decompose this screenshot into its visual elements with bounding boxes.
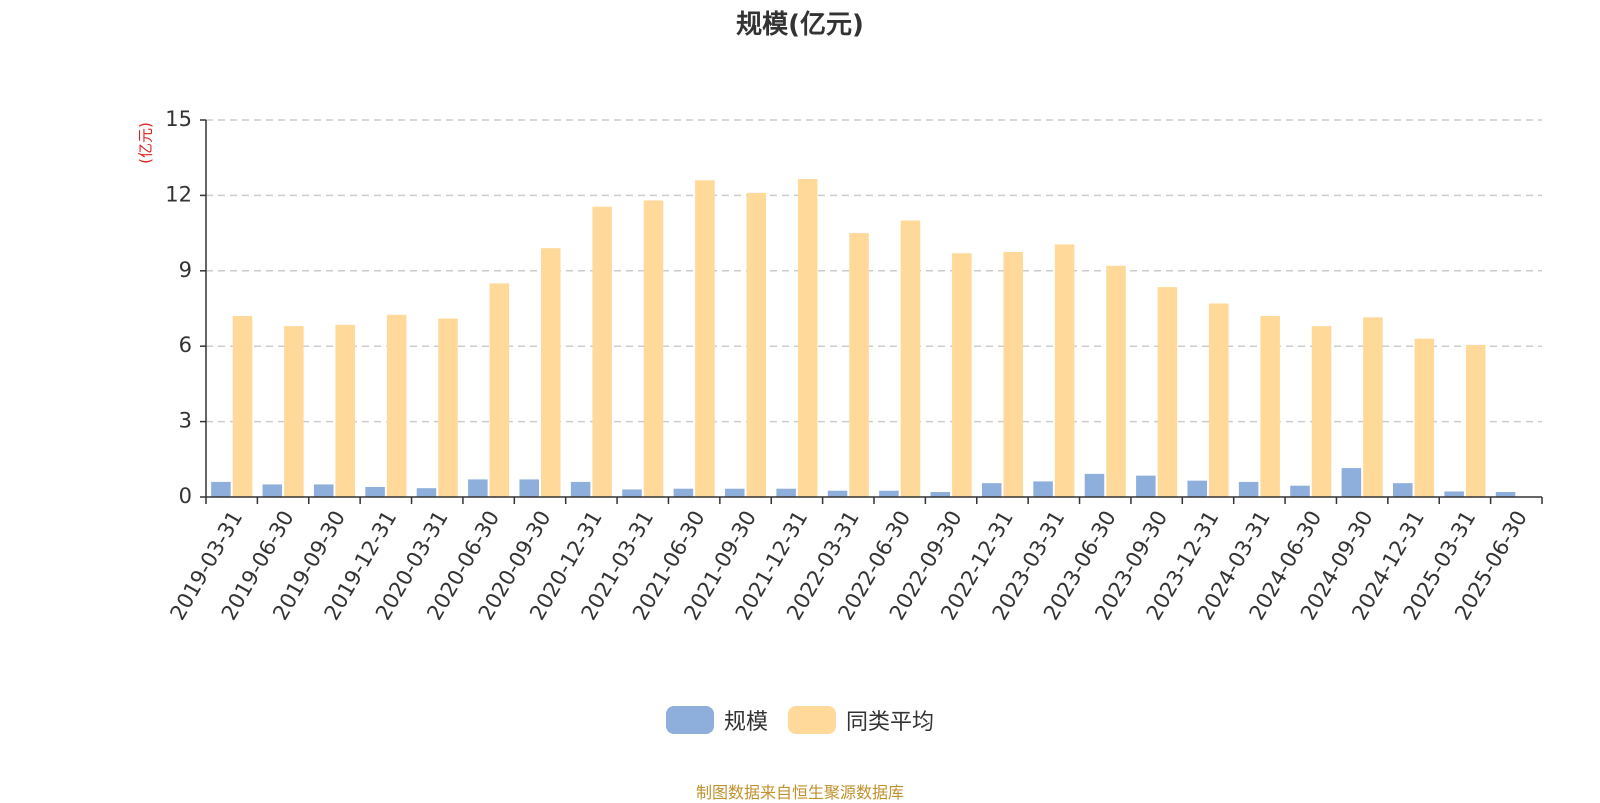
bar-scale[interactable] xyxy=(827,490,848,497)
bar-peer-average[interactable] xyxy=(1157,287,1178,497)
bar-scale[interactable] xyxy=(262,484,283,497)
bar-peer-average[interactable] xyxy=(643,200,664,497)
bar-peer-average[interactable] xyxy=(1106,265,1126,497)
bar-scale[interactable] xyxy=(725,488,745,497)
y-tick-label: 12 xyxy=(165,182,192,206)
axes xyxy=(200,119,1543,504)
bar-peer-average[interactable] xyxy=(232,316,253,497)
bar-scale[interactable] xyxy=(416,488,437,497)
y-tick-label: 3 xyxy=(179,409,192,433)
bar-scale[interactable] xyxy=(211,481,231,497)
bar-peer-average[interactable] xyxy=(1003,251,1023,497)
bar-scale[interactable] xyxy=(1341,468,1362,497)
y-tick-label: 0 xyxy=(179,484,192,508)
bar-peer-average[interactable] xyxy=(592,206,612,497)
y-axis-label: (亿元) xyxy=(137,122,155,164)
y-tick-label: 6 xyxy=(179,333,192,357)
bar-peer-average[interactable] xyxy=(489,283,510,497)
bar-scale[interactable] xyxy=(1084,473,1105,497)
bar-peer-average[interactable] xyxy=(438,318,458,497)
bar-peer-average[interactable] xyxy=(1260,316,1280,497)
bar-peer-average[interactable] xyxy=(386,314,407,497)
bar-scale[interactable] xyxy=(1033,481,1053,497)
bar-scale[interactable] xyxy=(879,490,899,497)
bar-scale[interactable] xyxy=(1187,480,1207,497)
bar-scale[interactable] xyxy=(519,479,539,497)
bar-peer-average[interactable] xyxy=(746,192,767,498)
bar-scale[interactable] xyxy=(622,489,642,497)
y-tick-label: 15 xyxy=(165,107,192,131)
bar-peer-average[interactable] xyxy=(797,179,818,497)
bar-scale[interactable] xyxy=(468,479,488,497)
bar-peer-average[interactable] xyxy=(1414,338,1435,497)
bar-peer-average[interactable] xyxy=(541,248,561,497)
bar-chart: 0 3 6 9 12 15 2019-03-312019-06-302019-09-302… xyxy=(137,107,1543,625)
gridlines xyxy=(206,119,1542,423)
bar-scale[interactable] xyxy=(313,484,334,497)
bar-peer-average[interactable] xyxy=(1311,326,1332,497)
bar-scale[interactable] xyxy=(1290,485,1310,497)
legend-label-scale: 规模 xyxy=(723,710,768,735)
bar-peer-average[interactable] xyxy=(1363,317,1383,497)
bar-scale[interactable] xyxy=(1238,481,1259,497)
bar-peer-average[interactable] xyxy=(1209,303,1229,497)
bar-scale[interactable] xyxy=(1393,483,1413,497)
bar-peer-average[interactable] xyxy=(695,180,715,497)
legend-item-peer-average[interactable]: 同类平均 xyxy=(788,704,934,736)
bar-scale[interactable] xyxy=(776,488,796,497)
bar-peer-average[interactable] xyxy=(1054,244,1075,497)
bar-peer-average[interactable] xyxy=(900,220,921,498)
y-tick-label: 9 xyxy=(179,258,192,282)
bar-peer-average[interactable] xyxy=(335,324,355,497)
legend-swatch-peer-average xyxy=(788,706,836,734)
bar-scale[interactable] xyxy=(1136,475,1156,497)
legend-label-peer-average: 同类平均 xyxy=(846,710,935,735)
source-note: 制图数据来自恒生聚源数据库 xyxy=(695,783,904,802)
chart-title: 规模(亿元) xyxy=(736,10,864,40)
legend: 规模 同类平均 xyxy=(0,704,1600,736)
bars xyxy=(211,179,1516,498)
bar-scale[interactable] xyxy=(1495,491,1516,497)
x-tick-labels: 2019-03-312019-06-302019-09-302019-12-31… xyxy=(165,507,1531,625)
bar-peer-average[interactable] xyxy=(284,326,304,497)
bar-scale[interactable] xyxy=(570,481,591,497)
bar-scale[interactable] xyxy=(930,491,951,497)
bar-scale[interactable] xyxy=(365,486,385,497)
bar-peer-average[interactable] xyxy=(952,253,972,497)
legend-item-scale[interactable]: 规模 xyxy=(665,704,768,736)
legend-swatch-scale xyxy=(665,706,714,734)
bar-peer-average[interactable] xyxy=(849,233,869,497)
bar-peer-average[interactable] xyxy=(1465,344,1486,497)
bar-scale[interactable] xyxy=(1444,491,1464,497)
bar-scale[interactable] xyxy=(981,483,1002,497)
bar-scale[interactable] xyxy=(673,488,694,497)
y-tick-labels: 0 3 6 9 12 15 xyxy=(165,107,192,508)
